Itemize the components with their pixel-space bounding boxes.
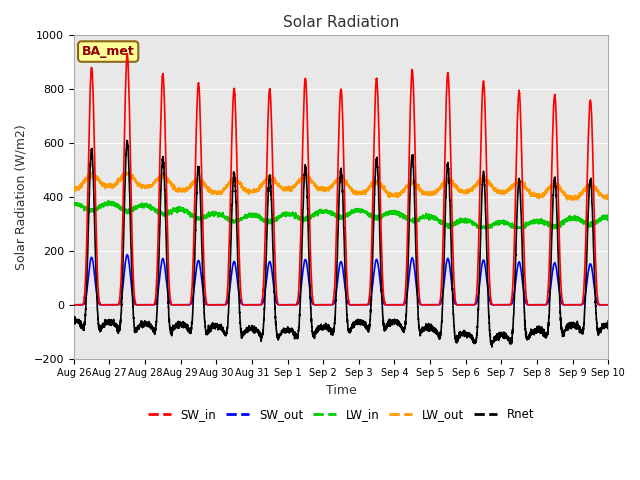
Rnet	[604, 324, 611, 329]
LW_out	[321, 187, 329, 192]
LW_in	[166, 209, 173, 215]
Rnet	[604, 318, 612, 324]
SW_out	[491, 302, 499, 308]
Text: BA_met: BA_met	[82, 45, 134, 58]
SW_out	[166, 300, 173, 306]
SW_in	[431, 302, 439, 308]
Rnet	[124, 138, 131, 144]
SW_out	[70, 302, 77, 308]
SW_in	[461, 302, 468, 308]
LW_out	[491, 189, 499, 194]
Line: SW_in: SW_in	[74, 54, 608, 305]
Legend: SW_in, SW_out, LW_in, LW_out, Rnet: SW_in, SW_out, LW_in, LW_out, Rnet	[143, 403, 539, 426]
Y-axis label: Solar Radiation (W/m2): Solar Radiation (W/m2)	[15, 124, 28, 270]
SW_out	[604, 302, 611, 308]
Title: Solar Radiation: Solar Radiation	[283, 15, 399, 30]
SW_in	[604, 302, 611, 308]
SW_out	[461, 302, 468, 308]
LW_out	[604, 196, 611, 202]
LW_in	[461, 220, 468, 226]
LW_out	[122, 169, 130, 175]
SW_out	[321, 302, 329, 308]
X-axis label: Time: Time	[326, 384, 356, 397]
Rnet	[70, 317, 77, 323]
Rnet	[321, 324, 329, 330]
SW_in	[124, 51, 131, 57]
LW_in	[604, 218, 611, 224]
LW_in	[492, 222, 499, 228]
Rnet	[166, 325, 173, 331]
SW_in	[70, 302, 77, 308]
LW_out	[431, 191, 439, 196]
LW_out	[461, 188, 468, 193]
LW_out	[604, 196, 612, 202]
SW_in	[321, 302, 329, 308]
Rnet	[492, 337, 499, 343]
SW_in	[166, 292, 173, 298]
LW_in	[431, 216, 439, 222]
LW_in	[70, 200, 77, 206]
Rnet	[461, 331, 468, 337]
SW_out	[604, 302, 612, 308]
LW_in	[604, 212, 612, 218]
Rnet	[431, 328, 439, 334]
SW_in	[604, 302, 612, 308]
LW_out	[166, 178, 173, 184]
LW_in	[321, 209, 329, 215]
Rnet	[488, 344, 496, 350]
Line: LW_out: LW_out	[74, 172, 608, 200]
Line: SW_out: SW_out	[74, 255, 608, 305]
LW_out	[568, 197, 575, 203]
SW_out	[431, 302, 439, 308]
SW_out	[124, 252, 131, 258]
LW_in	[104, 198, 112, 204]
Line: Rnet: Rnet	[74, 141, 608, 347]
SW_in	[491, 302, 499, 308]
Line: LW_in: LW_in	[74, 201, 608, 228]
LW_in	[444, 225, 452, 231]
LW_out	[70, 185, 77, 191]
